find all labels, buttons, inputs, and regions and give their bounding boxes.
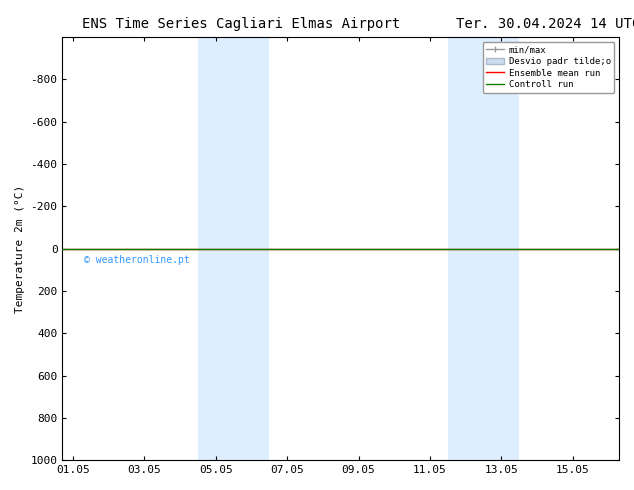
Bar	[448, 37, 519, 460]
Text: © weatheronline.pt: © weatheronline.pt	[84, 255, 190, 265]
Legend: min/max, Desvio padr tilde;o, Ensemble mean run, Controll run: min/max, Desvio padr tilde;o, Ensemble m…	[482, 42, 614, 93]
Text: Ter. 30.04.2024 14 UTC: Ter. 30.04.2024 14 UTC	[456, 17, 634, 31]
Y-axis label: Temperature 2m (°C): Temperature 2m (°C)	[15, 184, 25, 313]
Bar	[198, 37, 269, 460]
Text: ENS Time Series Cagliari Elmas Airport: ENS Time Series Cagliari Elmas Airport	[82, 17, 401, 31]
